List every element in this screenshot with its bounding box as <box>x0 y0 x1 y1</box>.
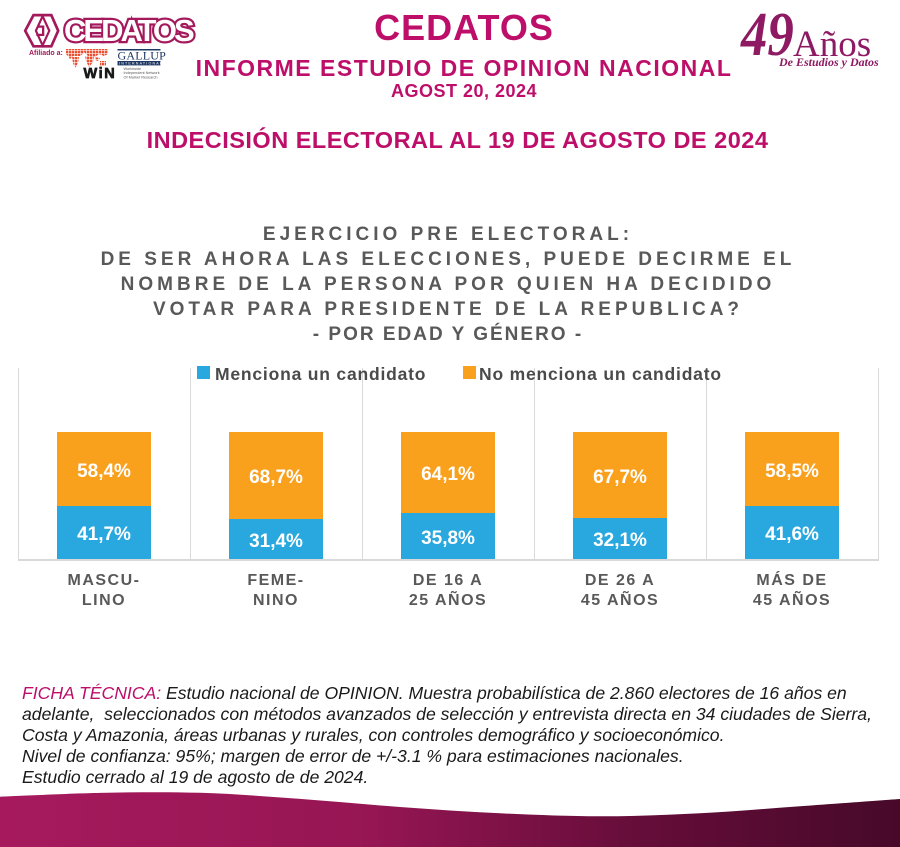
svg-text:Independent Network: Independent Network <box>124 71 160 75</box>
svg-text:INTERNATIONAL: INTERNATIONAL <box>119 62 163 66</box>
svg-text:Afiliado a:: Afiliado a: <box>29 50 63 57</box>
svg-text:WiN: WiN <box>84 66 117 82</box>
svg-text:Of Market Research: Of Market Research <box>124 75 158 79</box>
svg-text:Worldwide: Worldwide <box>124 67 142 71</box>
svg-text:CEDATOS: CEDATOS <box>64 13 194 48</box>
svg-text:GALLUP: GALLUP <box>118 49 167 63</box>
